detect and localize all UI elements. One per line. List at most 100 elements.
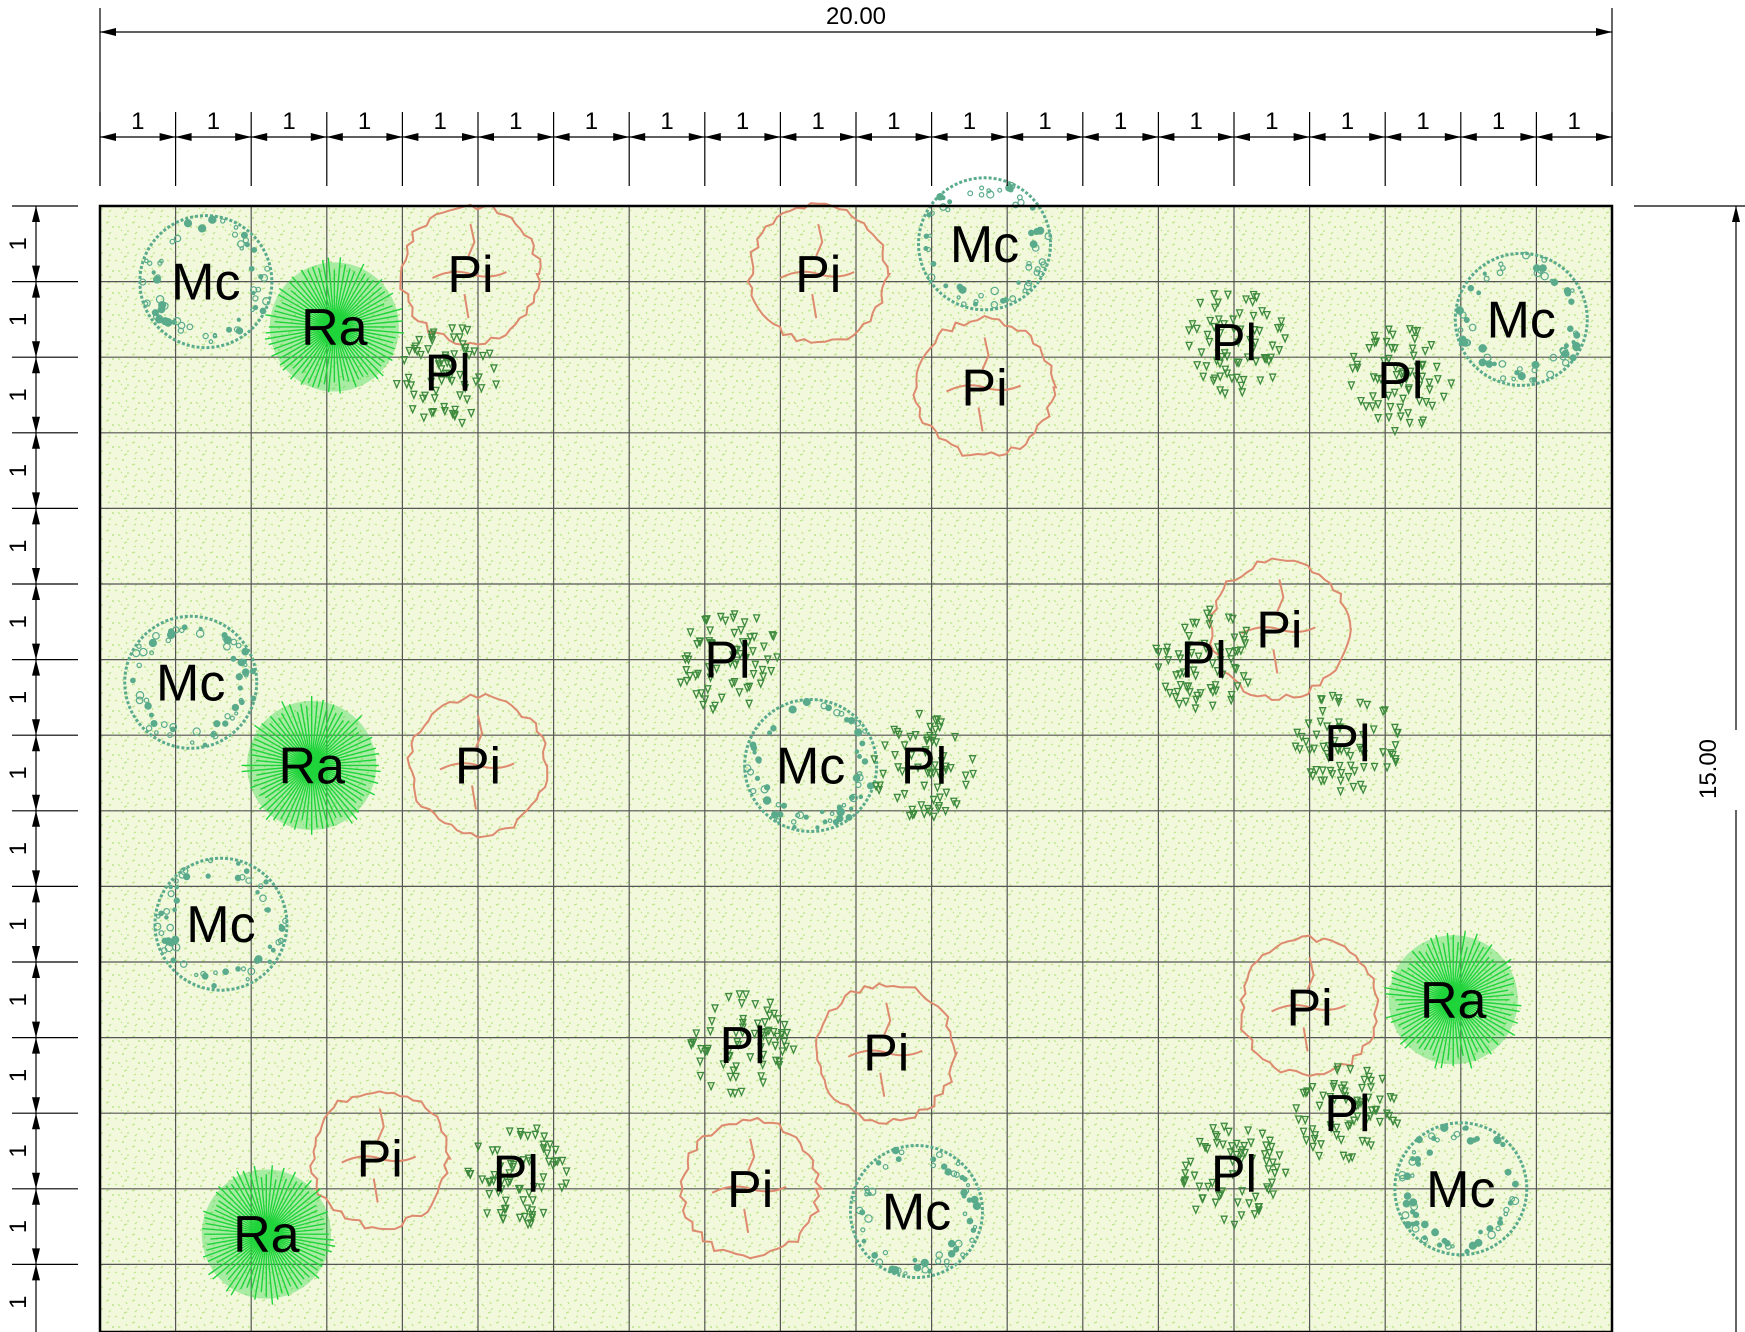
plant-label: Pi xyxy=(961,359,1007,417)
cell-width-label: 1 xyxy=(1114,108,1127,135)
cell-width-label: 1 xyxy=(1568,108,1581,135)
plant-label: Ra xyxy=(278,737,345,795)
cell-width-label: 1 xyxy=(1416,108,1429,135)
plant-pl[interactable]: Pl xyxy=(870,709,978,822)
plant-label: Pl xyxy=(1211,314,1257,372)
dimension-arrow xyxy=(251,133,268,141)
plant-pl[interactable]: Pl xyxy=(1291,691,1402,797)
plant-mc[interactable]: Mc xyxy=(123,614,259,750)
plant-mc[interactable]: Mc xyxy=(917,176,1053,312)
plant-ra[interactable]: Ra xyxy=(201,1165,336,1305)
dimension-arrow xyxy=(1596,28,1612,36)
dimension-arrow xyxy=(840,133,856,141)
plant-pl[interactable]: Pl xyxy=(1152,605,1252,714)
cell-width-label: 1 xyxy=(434,108,447,135)
dimension-arrow xyxy=(175,133,192,141)
plant-label: Pl xyxy=(1324,715,1370,773)
plant-mc[interactable]: Mc xyxy=(138,214,274,350)
plant-pl[interactable]: Pl xyxy=(1180,1122,1290,1231)
dimension-arrow xyxy=(100,28,116,36)
plant-pl[interactable]: Pl xyxy=(1184,290,1290,399)
dimension-arrow xyxy=(32,1172,40,1189)
plant-pl[interactable]: Pl xyxy=(392,324,501,429)
dimension-arrow xyxy=(688,133,705,141)
dimension-arrow xyxy=(1066,133,1083,141)
plant-pl[interactable]: Pl xyxy=(687,990,798,1099)
plant-pi[interactable]: Pi xyxy=(815,982,959,1125)
plant-ra[interactable]: Ra xyxy=(1384,931,1522,1069)
dimension-arrow xyxy=(32,1021,40,1038)
plant-mc[interactable]: Mc xyxy=(153,856,289,992)
plant-pl[interactable]: Pl xyxy=(464,1124,571,1230)
dimension-arrow xyxy=(1596,133,1612,141)
cell-width-label: 1 xyxy=(207,108,220,135)
dimension-arrow xyxy=(32,1248,40,1265)
dimension-arrow xyxy=(1234,133,1250,141)
plant-label: Pi xyxy=(357,1131,403,1189)
plant-ra[interactable]: Ra xyxy=(241,696,381,835)
dimension-arrow xyxy=(32,946,40,962)
cell-width-label: 1 xyxy=(1038,108,1051,135)
plant-label: Ra xyxy=(233,1206,300,1264)
plant-ra[interactable]: Ra xyxy=(264,257,405,394)
dimension-arrow xyxy=(780,133,797,141)
plant-pi[interactable]: Pi xyxy=(309,1090,452,1231)
dimension-arrow xyxy=(32,1037,40,1054)
cell-height-label: 1 xyxy=(5,993,32,1006)
plant-label: Pl xyxy=(1324,1085,1370,1143)
dimension-arrow xyxy=(32,735,40,752)
dimension-arrow xyxy=(402,133,419,141)
dimension-arrow xyxy=(462,133,478,141)
dimension-arrow xyxy=(326,133,343,141)
dimension-arrow xyxy=(1218,133,1234,141)
plant-label: Pl xyxy=(704,632,750,690)
dimension-arrow xyxy=(32,492,40,509)
cell-width-label: 1 xyxy=(1265,108,1278,135)
plant-label: Pi xyxy=(455,737,501,795)
dimension-arrow xyxy=(1369,133,1386,141)
plant-pi[interactable]: Pi xyxy=(1239,934,1380,1078)
dimension-arrow xyxy=(32,416,40,433)
plant-label: Mc xyxy=(156,654,225,712)
cell-height-label: 1 xyxy=(5,237,32,250)
plant-pi[interactable]: Pi xyxy=(678,1116,825,1260)
cell-width-label: 1 xyxy=(282,108,295,135)
cell-height-label: 1 xyxy=(5,766,32,779)
plant-label: Pl xyxy=(1211,1146,1257,1204)
dimension-arrow xyxy=(32,719,40,736)
cell-height-label: 1 xyxy=(5,1069,32,1082)
cell-height-label: 1 xyxy=(5,540,32,553)
dimension-arrow xyxy=(235,133,252,141)
plant-mc[interactable]: Mc xyxy=(848,1143,984,1279)
dimension-arrow xyxy=(1309,133,1326,141)
plant-label: Pi xyxy=(1256,601,1302,659)
dimension-arrow xyxy=(32,281,40,298)
plant-pl[interactable]: Pl xyxy=(1292,1063,1402,1164)
dimension-arrow xyxy=(1520,133,1537,141)
cell-width-label: 1 xyxy=(585,108,598,135)
dimension-arrow xyxy=(159,133,176,141)
dimensions: 20.00 1 1 1 1 1 1 1 1 1 1 1 1 1 1 1 1 1 1 1 1 1 1 1 1 1 1 1 1 1 1 1 1 1 1… xyxy=(5,3,1745,1332)
plant-mc[interactable]: Mc xyxy=(1453,251,1589,387)
plant-pi[interactable]: Pi xyxy=(406,692,549,839)
plant-label: Ra xyxy=(1420,972,1487,1030)
plant-label: Pl xyxy=(1377,352,1423,410)
plant-label: Mc xyxy=(171,254,240,312)
plant-pl[interactable]: Pl xyxy=(676,610,782,715)
plant-label: Ra xyxy=(301,299,368,357)
dimension-arrow xyxy=(1082,133,1099,141)
dimension-arrow xyxy=(1536,133,1553,141)
dimension-arrow xyxy=(856,133,872,141)
plant-pl[interactable]: Pl xyxy=(1347,325,1456,437)
plant-pi[interactable]: Pi xyxy=(746,202,892,344)
plant-mc[interactable]: Mc xyxy=(1393,1121,1529,1257)
plant-mc[interactable]: Mc xyxy=(743,697,879,833)
cell-height-label: 1 xyxy=(5,691,32,704)
plant-label: Pl xyxy=(719,1017,765,1075)
cell-height-label: 1 xyxy=(5,615,32,628)
dimension-arrow xyxy=(100,133,116,141)
dimension-arrow xyxy=(32,870,40,887)
plant-pi[interactable]: Pi xyxy=(912,314,1058,457)
plant-pi[interactable]: Pi xyxy=(399,203,542,346)
